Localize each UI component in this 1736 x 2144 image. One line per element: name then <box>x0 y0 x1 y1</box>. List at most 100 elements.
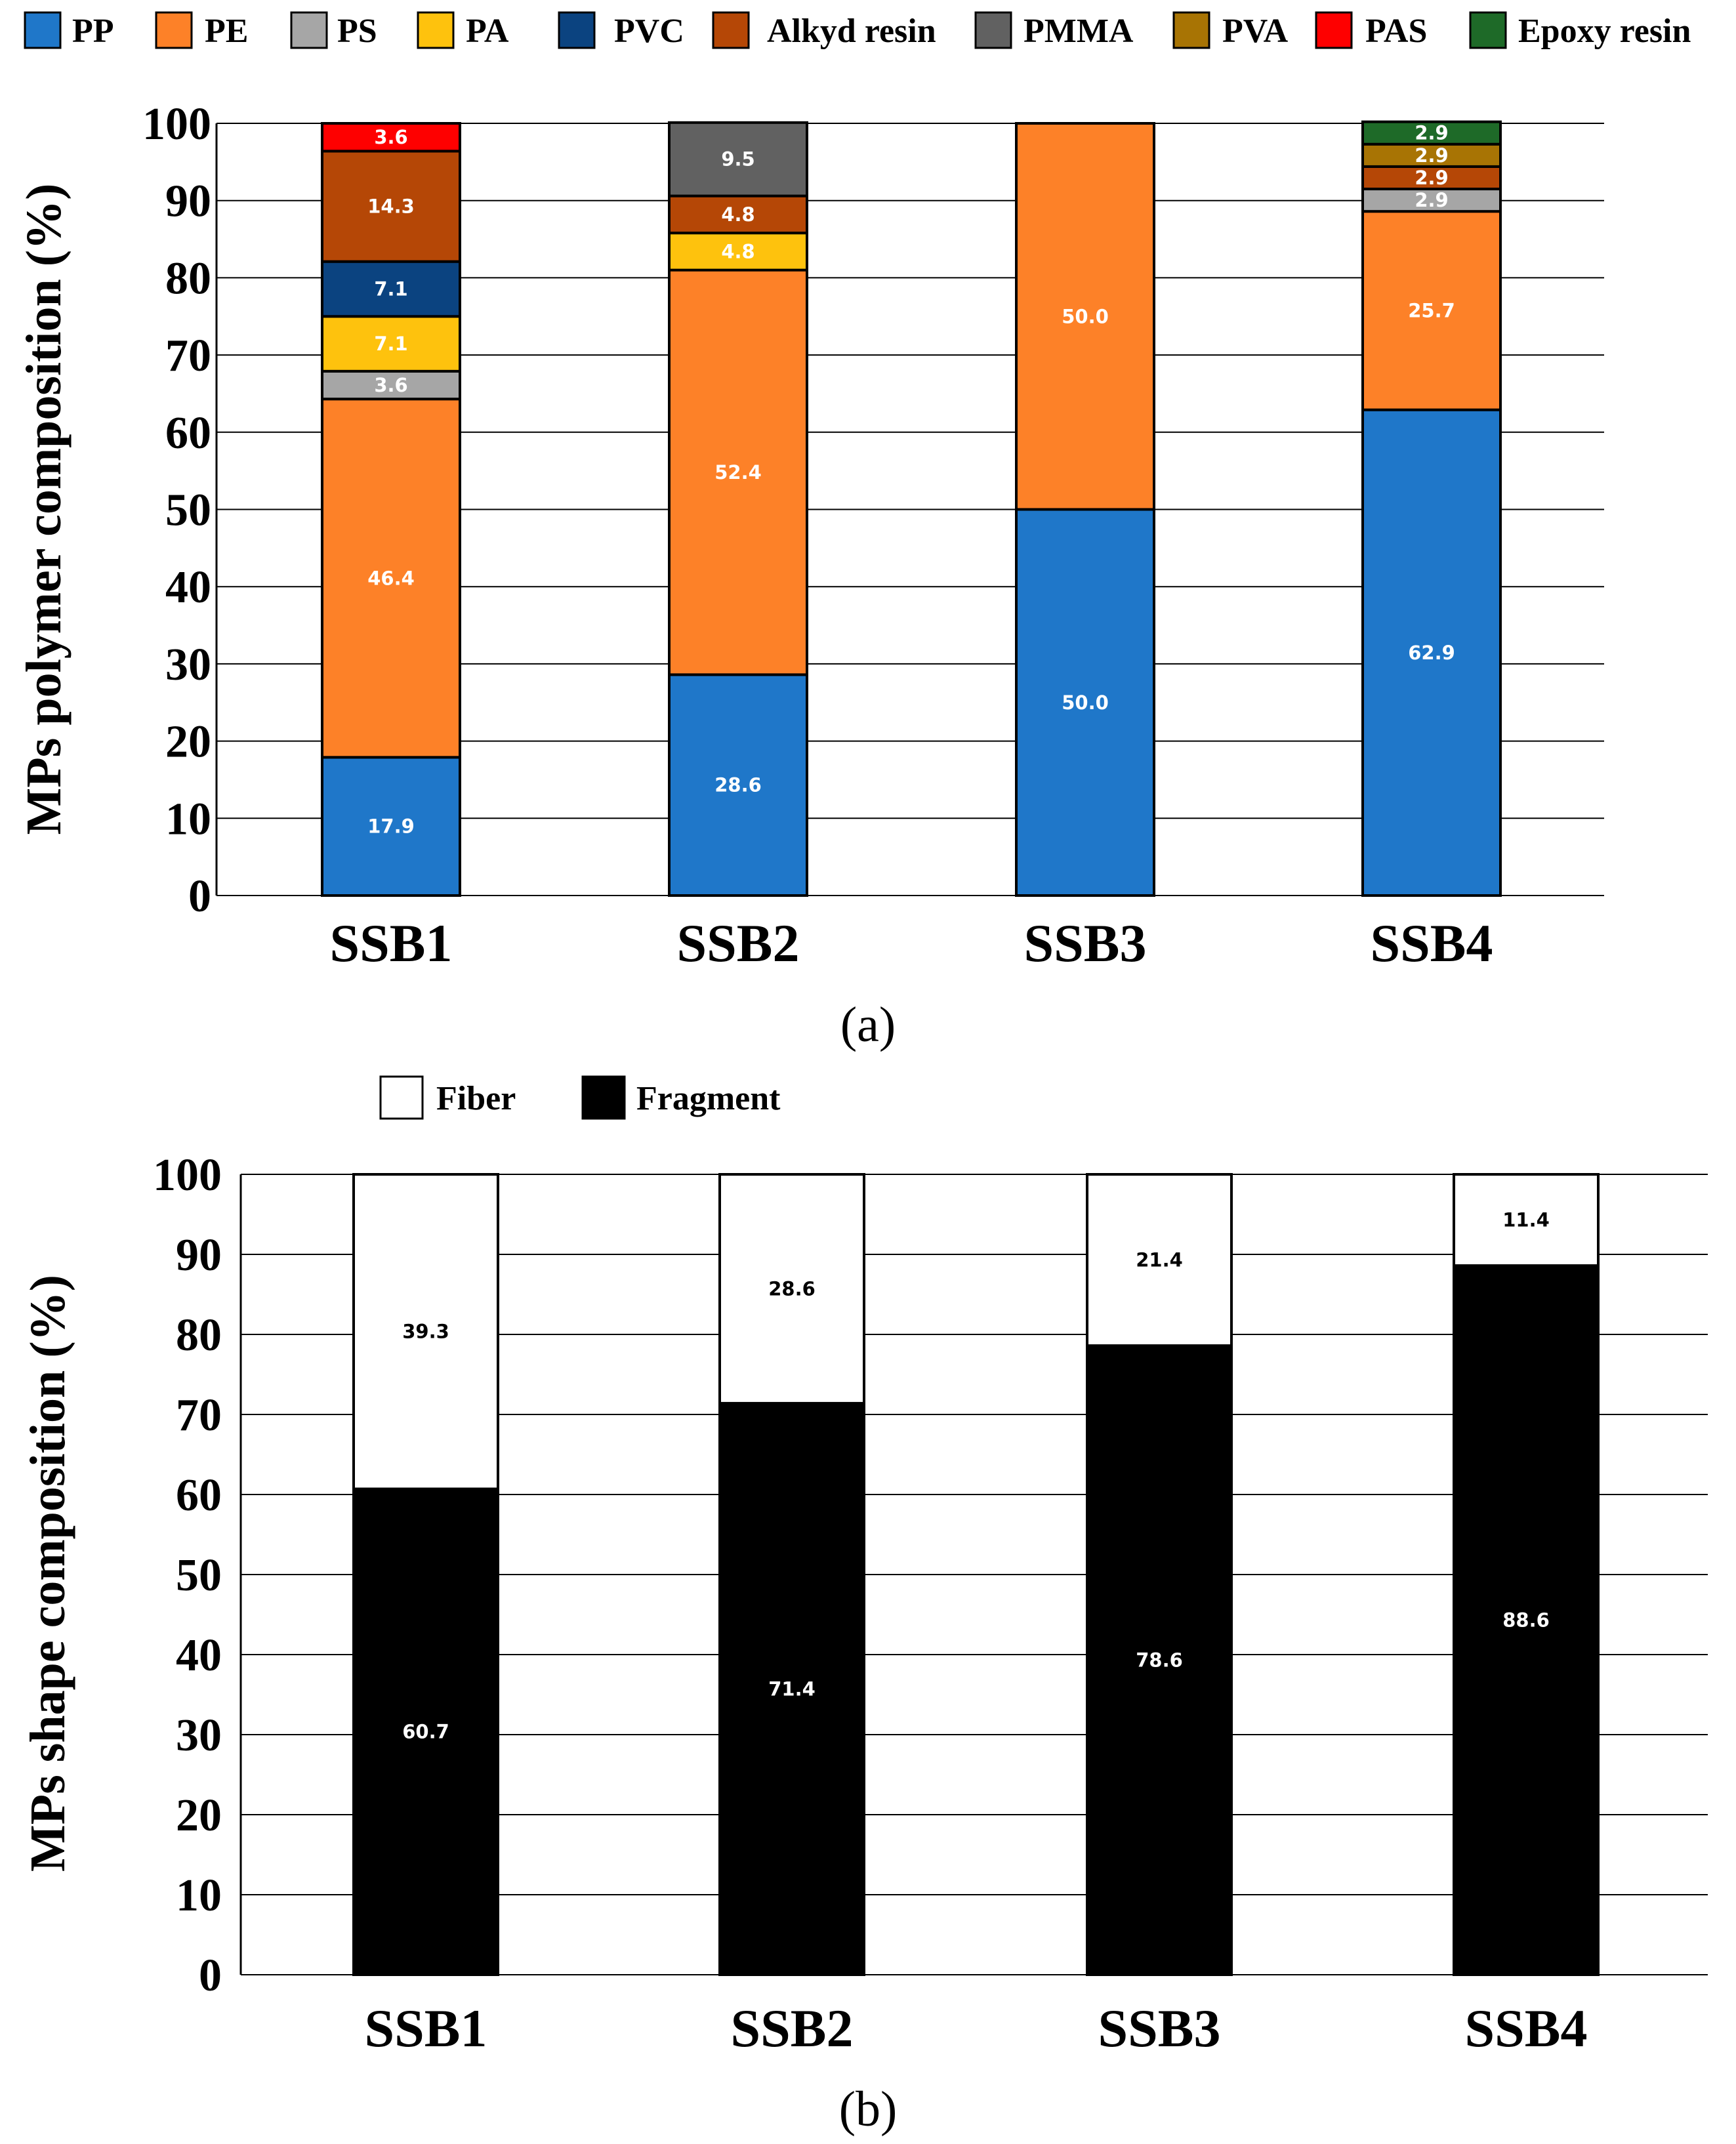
data-label-ssb2-pmma: 9.5 <box>721 148 754 171</box>
bar-ssb4-epoxy-resin <box>1361 120 1502 146</box>
data-label-ssb1-fragment: 60.7 <box>402 1721 449 1743</box>
bar-ssb4-ps <box>1361 188 1502 213</box>
bar-ssb3-pe <box>1015 122 1155 511</box>
x-category-label: SSB2 <box>731 1998 854 2058</box>
legend-swatch-fragment <box>581 1075 626 1120</box>
data-label-ssb4-fiber: 11.4 <box>1502 1209 1550 1231</box>
data-label-ssb3-fiber: 21.4 <box>1136 1249 1183 1271</box>
y-tick-label: 40 <box>176 1630 222 1681</box>
legend-label-pp: PP <box>72 12 114 50</box>
data-label-ssb2-pe: 52.4 <box>714 461 762 484</box>
data-label-ssb4-alkyd-resin: 2.9 <box>1415 167 1448 189</box>
legend-swatch-pvc <box>558 11 596 49</box>
y-tick-label: 50 <box>165 485 211 536</box>
bar-ssb3-fragment <box>1086 1344 1233 1977</box>
y-tick-label: 100 <box>142 99 211 150</box>
y-tick-label: 40 <box>165 562 211 613</box>
legend-label-fragment: Fragment <box>636 1080 781 1117</box>
y-tick-label: 30 <box>176 1710 222 1761</box>
bar-ssb2-fiber <box>718 1173 865 1405</box>
bar-ssb2-pa <box>668 232 808 272</box>
bar-stack-ssb2: 71.4 28.6 <box>718 1173 865 1976</box>
y-tick-label: 60 <box>165 408 211 459</box>
bar-ssb4-fragment <box>1453 1264 1600 1976</box>
x-category-label: SSB4 <box>1465 1998 1588 2058</box>
legend-label-pas: PAS <box>1365 12 1427 50</box>
bar-stack-ssb3: 50.0 50.0 <box>1015 122 1155 897</box>
legend-label-pa: PA <box>466 12 509 50</box>
y-axis-title: MPs shape composition (%) <box>20 1275 75 1872</box>
y-tick-label: 30 <box>165 640 211 690</box>
data-label-ssb1-pa: 7.1 <box>374 333 407 355</box>
x-category-label: SSB2 <box>677 913 800 973</box>
x-category-label: SSB3 <box>1024 913 1147 973</box>
legend-swatch-epoxy-resin <box>1469 11 1507 49</box>
data-label-ssb1-pas: 3.6 <box>374 126 407 148</box>
chart-b-shape-composition: 0 10 20 30 40 50 60 70 80 90 100 60.7 39.3 SSB1 71.4 28… <box>20 1075 1708 2137</box>
y-tick-label: 10 <box>165 794 211 844</box>
panel-label: (b) <box>839 2082 898 2137</box>
data-label-ssb3-pe: 50.0 <box>1062 305 1109 327</box>
data-label-ssb2-alkyd-resin: 4.8 <box>721 203 754 226</box>
legend-label-epoxy-resin: Epoxy resin <box>1518 12 1691 50</box>
bar-ssb2-pmma <box>668 121 808 197</box>
data-label-ssb4-pva: 2.9 <box>1415 144 1448 167</box>
legend-swatch-pa <box>417 11 455 49</box>
y-tick-label: 90 <box>165 176 211 227</box>
legend-label-pva: PVA <box>1222 12 1289 50</box>
legend-swatch-pe <box>155 11 193 49</box>
y-tick-label: 80 <box>176 1310 222 1361</box>
bar-stack-ssb1: 17.9 46.4 3.6 7.1 7.1 14.3 3.6 <box>321 122 461 897</box>
legend-label-pmma: PMMA <box>1023 12 1134 50</box>
y-tick-label: 90 <box>176 1230 222 1281</box>
bar-ssb1-pvc <box>321 260 461 318</box>
data-label-ssb4-fragment: 88.6 <box>1502 1609 1550 1632</box>
data-label-ssb3-fragment: 78.6 <box>1136 1649 1183 1672</box>
x-category-label: SSB4 <box>1371 913 1493 973</box>
bar-ssb4-fiber <box>1453 1173 1600 1268</box>
bar-ssb4-pva <box>1361 142 1502 168</box>
data-label-ssb1-pp: 17.9 <box>367 815 415 838</box>
bar-stack-ssb4: 62.925.72.92.92.92.9 <box>1361 120 1502 897</box>
data-label-ssb1-ps: 3.6 <box>374 374 407 396</box>
legend-swatch-pp <box>24 11 62 49</box>
legend-label-pvc: PVC <box>614 12 684 50</box>
bar-ssb1-pas <box>321 122 461 153</box>
y-tick-label: 80 <box>165 253 211 304</box>
legend-swatch-fiber <box>379 1075 424 1120</box>
bar-ssb2-pp <box>668 673 808 897</box>
legend: Fiber Fragment <box>379 1075 781 1120</box>
data-label-ssb1-fiber: 39.3 <box>402 1321 449 1343</box>
data-label-ssb4-ps: 2.9 <box>1415 189 1448 211</box>
y-tick-label: 70 <box>176 1390 222 1441</box>
bar-ssb3-fiber <box>1086 1173 1233 1348</box>
legend-label-alkyd-resin: Alkyd resin <box>767 12 936 50</box>
chart-a-polymer-composition: 010203040506070809010017.946.43.67.17.11… <box>16 11 1691 1052</box>
legend-swatch-ps <box>290 11 328 49</box>
legend-label-fiber: Fiber <box>436 1080 516 1117</box>
legend-swatch-pas <box>1315 11 1353 49</box>
data-label-ssb1-pe: 46.4 <box>367 567 415 589</box>
legend-label-ps: PS <box>337 12 377 50</box>
bar-stack-ssb4: 88.6 11.4 <box>1453 1173 1600 1976</box>
bar-ssb1-pp <box>321 756 461 897</box>
y-axis-title: MPs polymer composition (%) <box>16 184 72 835</box>
y-tick-label: 60 <box>176 1470 222 1521</box>
data-label-ssb2-pa: 4.8 <box>721 240 754 262</box>
legend-swatch-pva <box>1172 11 1210 49</box>
x-category-label: SSB1 <box>330 913 453 973</box>
y-tick-label: 20 <box>165 717 211 768</box>
y-tick-label: 0 <box>199 1950 222 2001</box>
legend-swatch-alkyd-resin <box>712 11 750 49</box>
bar-stack-ssb3: 78.6 21.4 <box>1086 1173 1233 1977</box>
legend: PP PE PS PA PVC Alkyd resin PMMA PVA PAS Epoxy re… <box>24 11 1691 50</box>
bar-ssb1-fragment <box>352 1487 499 1976</box>
bar-ssb1-fiber <box>352 1173 499 1491</box>
legend-swatch-pmma <box>974 11 1012 49</box>
data-label-ssb2-pp: 28.6 <box>714 774 762 796</box>
data-label-ssb2-fiber: 28.6 <box>768 1277 816 1300</box>
bar-ssb4-pp <box>1361 408 1502 897</box>
data-label-ssb1-alkyd-resin: 14.3 <box>367 196 415 218</box>
legend-label-pe: PE <box>205 12 248 50</box>
